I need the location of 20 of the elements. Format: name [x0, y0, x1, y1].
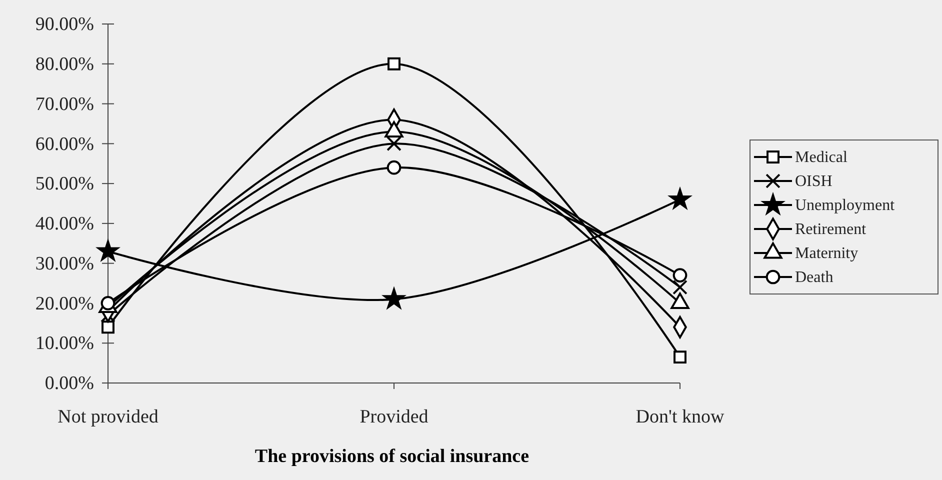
- x-tick-label: Provided: [360, 406, 429, 428]
- x-axis-title: The provisions of social insurance: [254, 446, 530, 467]
- legend-label: Death: [795, 269, 834, 286]
- x-tick-label: Don't know: [636, 406, 724, 428]
- y-tick-label: 40.00%: [35, 214, 94, 235]
- y-tick-label: 60.00%: [35, 134, 94, 155]
- legend-label: Unemployment: [795, 197, 896, 214]
- y-tick-label: 80.00%: [35, 54, 94, 75]
- y-tick-label: 30.00%: [35, 253, 94, 274]
- x-tick-label: Not provided: [58, 406, 159, 428]
- y-tick-label: 50.00%: [35, 174, 94, 195]
- legend-label: Maternity: [795, 245, 858, 262]
- legend-label: OISH: [795, 173, 833, 190]
- y-tick-label: 90.00%: [35, 14, 94, 36]
- y-tick-label: 70.00%: [35, 94, 94, 115]
- legend-label: Retirement: [795, 221, 867, 238]
- y-tick-label: 0.00%: [44, 373, 94, 394]
- y-tick-label: 20.00%: [35, 293, 94, 314]
- legend-label: Medical: [795, 149, 848, 166]
- y-tick-label: 10.00%: [35, 333, 94, 354]
